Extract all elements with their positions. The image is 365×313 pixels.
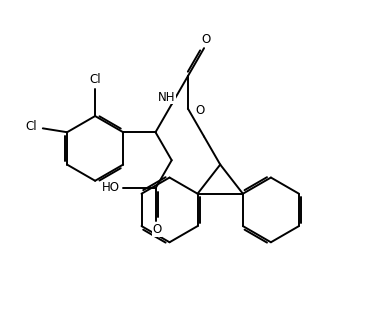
Text: Cl: Cl [89,73,101,86]
Text: O: O [153,223,162,236]
Text: O: O [201,33,210,46]
Text: NH: NH [158,90,176,104]
Text: Cl: Cl [26,120,37,133]
Text: HO: HO [102,181,120,194]
Text: O: O [196,104,205,117]
